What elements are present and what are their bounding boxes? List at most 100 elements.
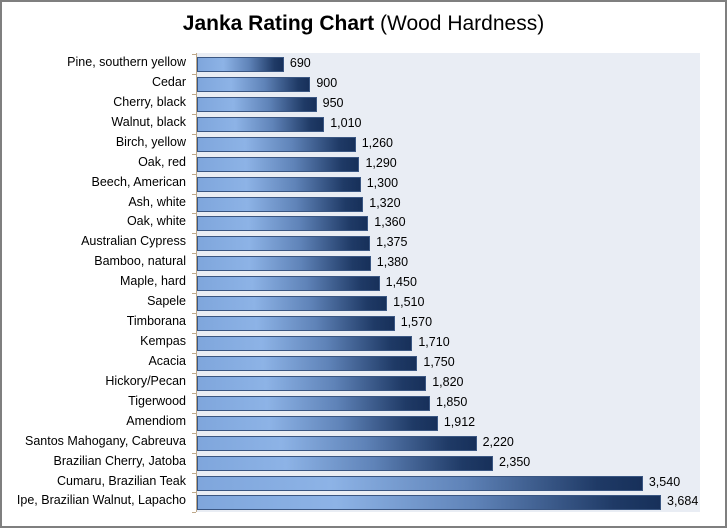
value-label: 1,380 <box>376 255 409 270</box>
bar-row: Hickory/Pecan 1,820 <box>0 372 727 393</box>
axis-tick <box>192 93 196 95</box>
category-label: Brazilian Cherry, Jatoba <box>53 453 186 468</box>
bar-row: Kempas 1,710 <box>0 333 727 353</box>
axis-tick <box>192 113 196 115</box>
value-label: 1,710 <box>418 335 450 350</box>
axis-tick <box>192 372 196 374</box>
bar <box>197 96 317 112</box>
chart-title-regular: (Wood Hardness) <box>380 12 545 35</box>
axis-tick <box>192 273 196 275</box>
bar-row: Ash, white 1,320 <box>0 193 727 214</box>
bar <box>197 176 361 192</box>
category-label: Walnut, black <box>111 114 186 129</box>
value-label: 2,220 <box>482 434 514 449</box>
axis-tick <box>192 313 196 315</box>
bar-row: Cedar 900 <box>0 73 727 94</box>
bar <box>197 395 430 411</box>
value-label: 1,260 <box>361 135 393 150</box>
value-label: 2,350 <box>498 454 531 469</box>
axis-tick <box>192 472 196 474</box>
category-label: Santos Mahogany, Cabreuva <box>25 433 186 448</box>
axis-tick <box>192 293 196 295</box>
axis-tick <box>192 213 196 215</box>
axis-tick <box>192 173 196 175</box>
bar-row: Santos Mahogany, Cabreuva 2,220 <box>0 432 727 453</box>
value-label: 1,820 <box>432 374 464 389</box>
value-label: 1,912 <box>443 414 476 429</box>
chart-title-bold: Janka Rating Chart <box>182 12 375 35</box>
axis-tick <box>192 352 196 354</box>
bar-row: Walnut, black 1,010 <box>0 113 727 134</box>
bar-row: Cumaru, Brazilian Teak 3,540 <box>0 472 727 493</box>
value-label: 1,750 <box>423 354 455 369</box>
bar <box>197 455 493 471</box>
bar <box>197 216 369 232</box>
category-label: Pine, southern yellow <box>67 55 186 69</box>
value-label: 1,320 <box>369 195 401 210</box>
axis-tick <box>192 392 196 394</box>
value-label: 1,375 <box>376 235 408 250</box>
axis-tick <box>192 512 196 514</box>
category-label: Sapele <box>147 294 186 309</box>
bar <box>197 196 364 212</box>
axis-tick <box>192 432 196 434</box>
category-label: Ipe, Brazilian Walnut, Lapacho <box>16 493 186 508</box>
bar <box>197 116 325 132</box>
bar <box>197 495 661 511</box>
category-label: Cherry, black <box>113 94 186 109</box>
axis-tick <box>192 193 196 195</box>
bar-row: Acacia 1,750 <box>0 352 727 373</box>
category-label: Ash, white <box>128 194 186 209</box>
bar-row: Tigerwood 1,850 <box>0 392 727 413</box>
bar <box>197 296 388 312</box>
axis-tick <box>192 412 196 414</box>
axis-tick <box>192 233 196 235</box>
value-label: 950 <box>322 95 344 110</box>
bar <box>197 276 380 292</box>
category-label: Beech, American <box>91 174 187 189</box>
bar <box>197 375 427 391</box>
axis-tick <box>192 492 196 494</box>
axis-tick <box>192 333 196 335</box>
bar <box>197 136 356 152</box>
category-label: Oak, white <box>126 214 186 229</box>
bar-row: Brazilian Cherry, Jatoba 2,350 <box>0 452 727 473</box>
category-label: Kempas <box>140 334 186 349</box>
category-label: Birch, yellow <box>115 134 186 149</box>
bar-row: Maple, hard 1,450 <box>0 273 727 293</box>
bar-row: Oak, white 1,360 <box>0 213 727 233</box>
category-label: Acacia <box>148 353 186 368</box>
bar <box>197 256 371 272</box>
value-label: 3,684 <box>667 494 699 509</box>
axis-tick <box>192 253 196 255</box>
bar-row: Cherry, black 950 <box>0 93 727 114</box>
bar <box>197 336 413 352</box>
category-label: Timborana <box>126 314 186 329</box>
axis-tick <box>192 54 196 55</box>
bar-row: Pine, southern yellow 690 <box>0 54 727 74</box>
bar <box>197 57 284 72</box>
chart-title: Janka Rating Chart (Wood Hardness) <box>0 12 727 36</box>
bar-row: Ipe, Brazilian Walnut, Lapacho 3,684 <box>0 492 727 512</box>
category-label: Australian Cypress <box>81 234 186 249</box>
value-label: 900 <box>316 75 338 90</box>
bar <box>197 355 418 371</box>
value-label: 1,850 <box>436 394 468 409</box>
category-label: Tigerwood <box>128 393 186 408</box>
value-label: 1,290 <box>365 155 397 170</box>
category-label: Maple, hard <box>119 274 186 289</box>
bar <box>197 415 438 431</box>
bar <box>197 156 360 172</box>
bar-row: Beech, American 1,300 <box>0 173 727 194</box>
value-label: 1,300 <box>366 175 399 190</box>
value-label: 3,540 <box>648 474 681 489</box>
category-label: Amendiom <box>126 413 186 428</box>
axis-tick <box>192 153 196 155</box>
bar <box>197 316 395 332</box>
bar-row: Australian Cypress 1,375 <box>0 233 727 253</box>
category-axis <box>196 53 197 512</box>
bar <box>197 435 477 451</box>
axis-tick <box>192 452 196 454</box>
value-label: 1,450 <box>385 275 417 290</box>
category-label: Oak, red <box>138 154 186 169</box>
